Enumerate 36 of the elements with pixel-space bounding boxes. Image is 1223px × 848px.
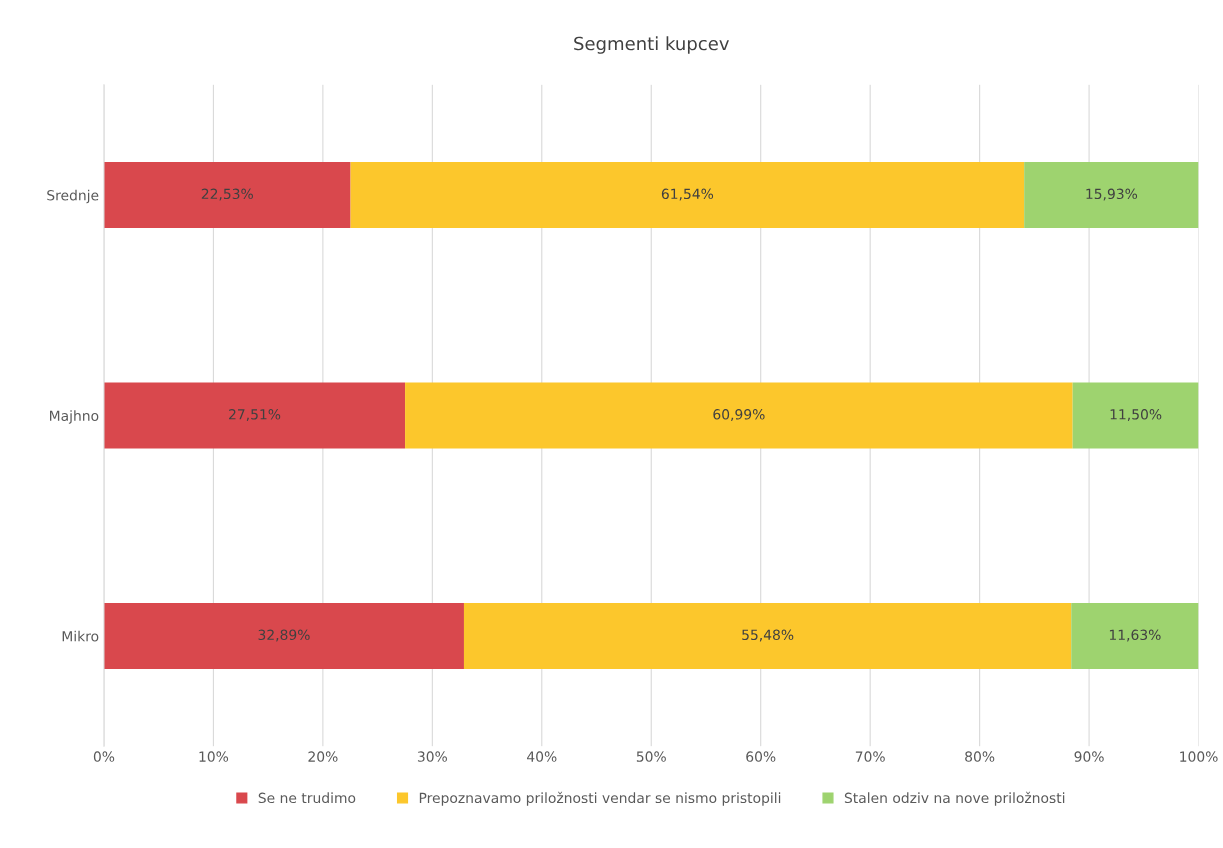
data-label: 11,50%: [1110, 409, 1162, 421]
y-tick-label: Mikro: [62, 630, 99, 642]
bar: [1071, 602, 1199, 670]
bar: [103, 161, 351, 229]
data-label: 61,54%: [661, 188, 714, 201]
data-label: 27,51%: [229, 409, 281, 421]
data-label: 55,48%: [742, 629, 794, 642]
y-tick-label: Majhno: [50, 410, 99, 424]
bar: [103, 382, 406, 449]
x-tick-label: 50%: [636, 751, 666, 762]
legend-label: Prepoznavamo priložnosti vendar se nismo pristopili: [419, 791, 781, 806]
chart-title: Segmenti kupcev: [574, 36, 729, 54]
x-tick-label: 20%: [308, 751, 338, 762]
x-tick-label: 60%: [746, 751, 776, 762]
data-label: 22,53%: [201, 188, 253, 201]
legend-label: Se ne trudimo: [258, 792, 356, 804]
bar: [463, 602, 1072, 670]
x-tick-label: 30%: [417, 751, 447, 762]
x-tick-label: 90%: [1074, 751, 1104, 762]
bar: [350, 161, 1025, 229]
data-label: 15,93%: [1086, 188, 1138, 201]
legend-label: Stalen odziv na nove priložnosti: [844, 791, 1065, 806]
bar: [103, 602, 464, 670]
x-tick-label: 10%: [199, 751, 229, 762]
x-tick-label: 100%: [1180, 751, 1218, 762]
x-tick-label: 0%: [93, 751, 115, 762]
data-label: 60,99%: [713, 409, 765, 421]
data-label: 32,89%: [258, 629, 310, 642]
x-tick-label: 80%: [965, 751, 995, 762]
y-tick-label: Srednje: [47, 189, 99, 204]
x-tick-label: 40%: [527, 751, 557, 762]
bar: [1024, 161, 1199, 229]
bar: [1072, 382, 1199, 449]
bar: [405, 382, 1073, 449]
x-tick-label: 70%: [855, 751, 885, 762]
data-label: 11,63%: [1109, 629, 1161, 642]
